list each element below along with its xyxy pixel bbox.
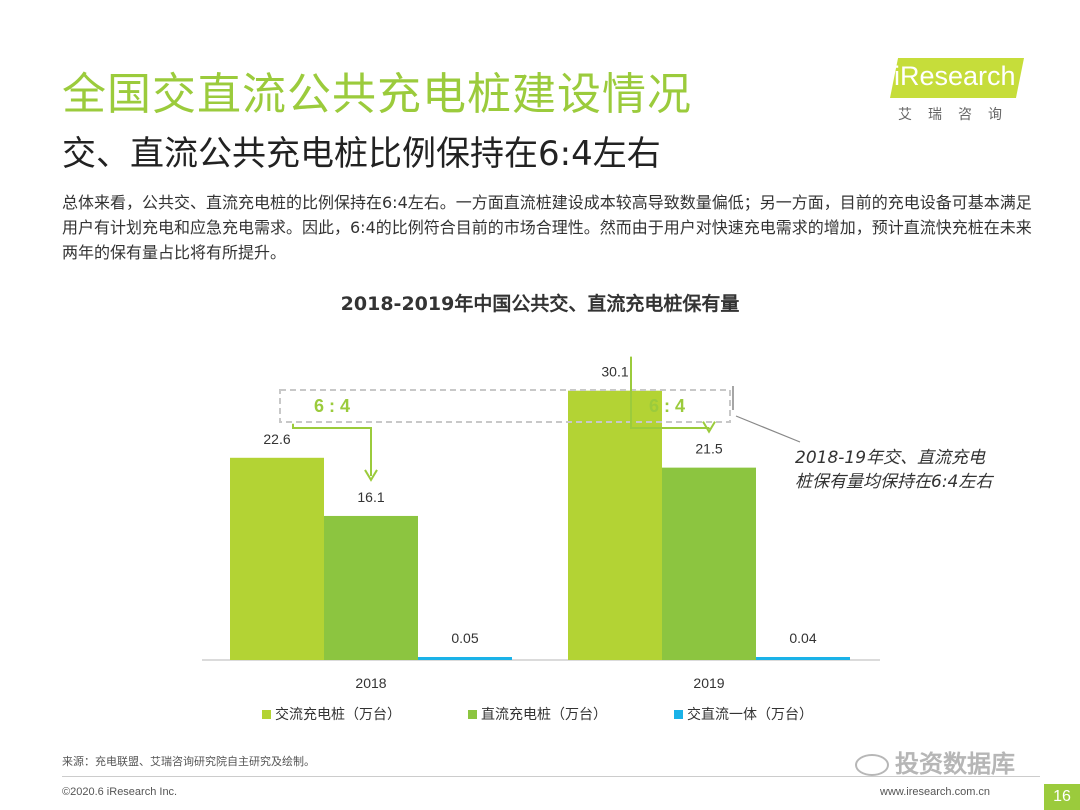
legend-label-2: 交直流一体（万台） bbox=[687, 706, 813, 723]
description-paragraph: 总体来看，公共交、直流充电桩的比例保持在6:4左右。一方面直流桩建设成本较高导致… bbox=[62, 193, 1032, 262]
footer-divider bbox=[62, 776, 1040, 777]
logo-text: iResearch bbox=[894, 61, 1016, 91]
bar-2019-series-1 bbox=[662, 467, 756, 660]
ratio-label-2018: 6 : 4 bbox=[314, 396, 350, 416]
ratio-arrowhead-2018 bbox=[364, 469, 378, 482]
bar-2018-series-2 bbox=[418, 657, 512, 660]
logo-box bbox=[890, 58, 1024, 98]
bar-2019-series-0 bbox=[568, 390, 662, 660]
bar-2019-series-2 bbox=[756, 657, 850, 660]
watermark-text: 投资数据库 bbox=[895, 750, 1015, 778]
page-number: 16 bbox=[1044, 784, 1080, 810]
data-label-2019-series-1: 21.5 bbox=[695, 441, 722, 457]
page-title: 全国交直流公共充电桩建设情况 bbox=[62, 69, 692, 120]
copyright-text: ©2020.6 iResearch Inc. bbox=[62, 786, 178, 798]
page-subtitle: 交、直流公共充电桩比例保持在6:4左右 bbox=[62, 134, 661, 174]
ratio-label-2019: 6 : 4 bbox=[649, 396, 685, 416]
legend-swatch-2 bbox=[674, 710, 683, 719]
data-label-2018-series-0: 22.6 bbox=[263, 431, 290, 447]
data-label-2018-series-2: 0.05 bbox=[451, 630, 478, 646]
logo-cn: 艾瑞咨询 bbox=[898, 107, 1018, 123]
ratio-bracket-2018 bbox=[292, 423, 372, 476]
iresearch-logo: iResearch 艾瑞咨询 bbox=[890, 58, 1030, 128]
bar-2018-series-1 bbox=[324, 515, 418, 660]
source-note: 来源：充电联盟、艾瑞咨询研究院自主研究及绘制。 bbox=[62, 755, 315, 768]
data-label-2019-series-0: 30.1 bbox=[601, 364, 628, 380]
ratio-bracket-2019 bbox=[630, 356, 710, 429]
wechat-icon bbox=[855, 754, 889, 776]
legend-label-1: 直流充电桩（万台） bbox=[481, 706, 607, 723]
chart-title: 2018-2019年中国公共交、直流充电桩保有量 bbox=[340, 293, 740, 315]
annotation-line-1: 桩保有量均保持在6:4左右 bbox=[795, 472, 994, 492]
ratio-dashed-box bbox=[279, 389, 731, 423]
x-tick-label-2019: 2019 bbox=[693, 675, 724, 691]
annotation-leader-line bbox=[735, 415, 801, 443]
data-label-2019-series-2: 0.04 bbox=[789, 630, 816, 646]
ratio-arrowhead-2019 bbox=[702, 421, 716, 434]
legend-label-0: 交流充电桩（万台） bbox=[275, 706, 401, 723]
bar-chart: 22.6 16.1 0.05 2018 30.1 21.5 0.04 2019 6 : 4 6 :… bbox=[202, 356, 994, 723]
website-text: www.iresearch.com.cn bbox=[880, 786, 991, 798]
bar-2018-series-0 bbox=[230, 457, 324, 660]
data-label-2018-series-1: 16.1 bbox=[357, 489, 384, 505]
legend-swatch-0 bbox=[262, 710, 271, 719]
watermark: 投资数据库 bbox=[855, 744, 1015, 779]
legend-swatch-1 bbox=[468, 710, 477, 719]
x-tick-label-2018: 2018 bbox=[355, 675, 386, 691]
annotation-line-0: 2018-19年交、直流充电 bbox=[795, 448, 986, 468]
